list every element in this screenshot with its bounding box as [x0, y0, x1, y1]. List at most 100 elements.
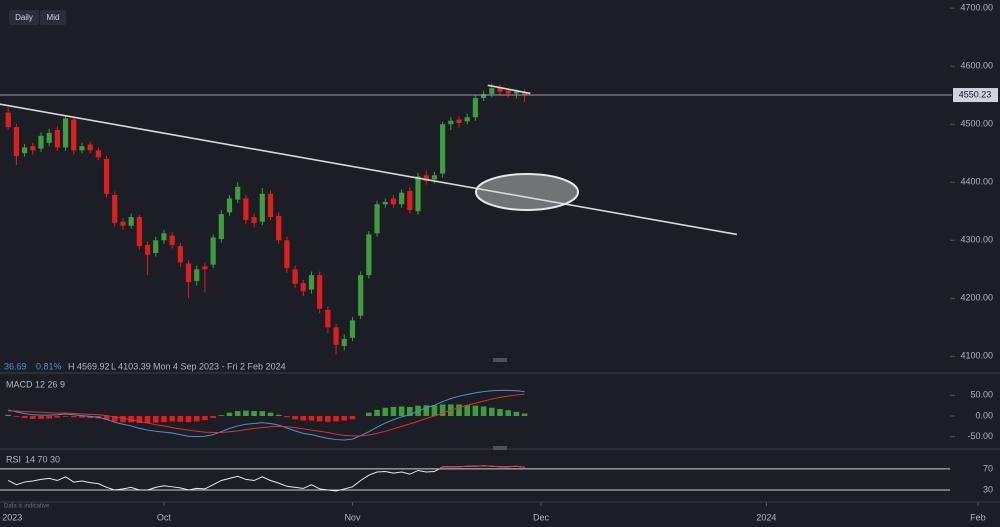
candle [276, 212, 282, 244]
rsi-line [7, 465, 525, 492]
histogram-bar [292, 416, 298, 420]
candle [390, 194, 397, 208]
x-tick-label: Nov [344, 512, 361, 522]
interval-label[interactable]: Daily [15, 13, 33, 22]
histogram-bar [103, 416, 110, 420]
pane-handle[interactable] [493, 446, 507, 450]
candle-body [218, 214, 224, 240]
candle [202, 262, 208, 293]
candle-body [128, 217, 134, 226]
candle-body [399, 192, 405, 205]
candle-body [210, 237, 216, 265]
histogram-bar [275, 414, 282, 417]
candle [415, 172, 421, 215]
footer-note: Data is indicative [4, 504, 50, 510]
candle [456, 116, 462, 128]
histogram-bar [234, 411, 241, 417]
histogram-bar [333, 416, 339, 422]
trend-line [0, 103, 738, 236]
pane-handle[interactable] [493, 358, 507, 362]
candle [317, 271, 323, 314]
candle-body [382, 201, 388, 205]
candle-body [202, 266, 208, 270]
candle-body [38, 135, 44, 149]
histogram-bar [136, 416, 143, 424]
candle [521, 89, 528, 103]
candle-body [79, 146, 85, 151]
candle-body [71, 119, 77, 151]
candle [341, 334, 347, 351]
candle [366, 230, 372, 279]
candle-body [235, 186, 241, 200]
histogram-bar [177, 416, 184, 422]
histogram-bar [366, 412, 372, 417]
histogram-bar [308, 416, 315, 421]
candle [71, 117, 77, 155]
candle-body [259, 193, 265, 222]
histogram-bar [480, 406, 487, 417]
candle-body [267, 193, 274, 218]
candle-body [333, 327, 339, 345]
y-tick-label: 4500.00 [960, 119, 993, 129]
price-type-button[interactable] [40, 10, 66, 25]
candle-body [169, 235, 175, 245]
histogram-bar [13, 416, 20, 417]
y-tick-label: 4600.00 [960, 61, 993, 71]
candle [161, 229, 167, 244]
histogram-bar [79, 416, 85, 418]
candle [226, 194, 233, 216]
candle [144, 241, 151, 276]
candle-body [415, 176, 421, 212]
histogram-bar [128, 416, 134, 423]
histogram-bar [407, 406, 413, 417]
candle [407, 186, 413, 214]
macd-title: MACD [6, 379, 33, 389]
y-tick-label: 4200.00 [960, 293, 993, 303]
candle [267, 190, 274, 221]
highlight-ellipse [475, 173, 579, 211]
candle-body [87, 144, 93, 151]
histogram-bar [120, 416, 126, 423]
high: H 4569.92 [68, 361, 110, 371]
candle [399, 189, 405, 208]
candle-body [349, 320, 356, 338]
candle [103, 155, 110, 198]
candle-body [103, 159, 110, 194]
y-tick-label: 30 [983, 484, 993, 494]
candle-body [120, 221, 126, 226]
y-tick-label: -50.00 [967, 431, 993, 441]
macd-legend-box [3, 378, 83, 391]
candle-body [292, 269, 298, 284]
candle-body [5, 112, 11, 128]
last-price-box [953, 88, 998, 103]
histogram-bar [5, 414, 11, 417]
interval-button[interactable] [9, 10, 39, 25]
candle [292, 265, 298, 288]
candle [5, 107, 11, 130]
histogram-bar [497, 408, 503, 417]
candle [235, 182, 241, 204]
candle-body [407, 190, 413, 211]
histogram-bar [144, 416, 151, 424]
candle [349, 316, 356, 342]
candle [325, 306, 331, 334]
price-type-label[interactable]: Mid [47, 13, 60, 22]
candle-body [161, 233, 167, 241]
candle-body [46, 132, 52, 143]
y-tick-label: 70 [983, 463, 993, 473]
histogram-bar [521, 413, 528, 417]
trend-line [487, 84, 531, 95]
candle [218, 210, 224, 243]
histogram-bar [218, 415, 225, 417]
candle-body [390, 198, 397, 205]
candle-body [366, 234, 372, 276]
histogram-bar [62, 416, 69, 417]
histogram-bar [251, 411, 257, 417]
candle-body [448, 120, 454, 125]
candle-body [423, 175, 429, 182]
date-range: Mon 4 Sep 2023 - Fri 2 Feb 2024 [153, 361, 286, 371]
histogram-bar [341, 416, 348, 421]
candle-body [513, 91, 519, 94]
histogram-bar [38, 416, 44, 419]
